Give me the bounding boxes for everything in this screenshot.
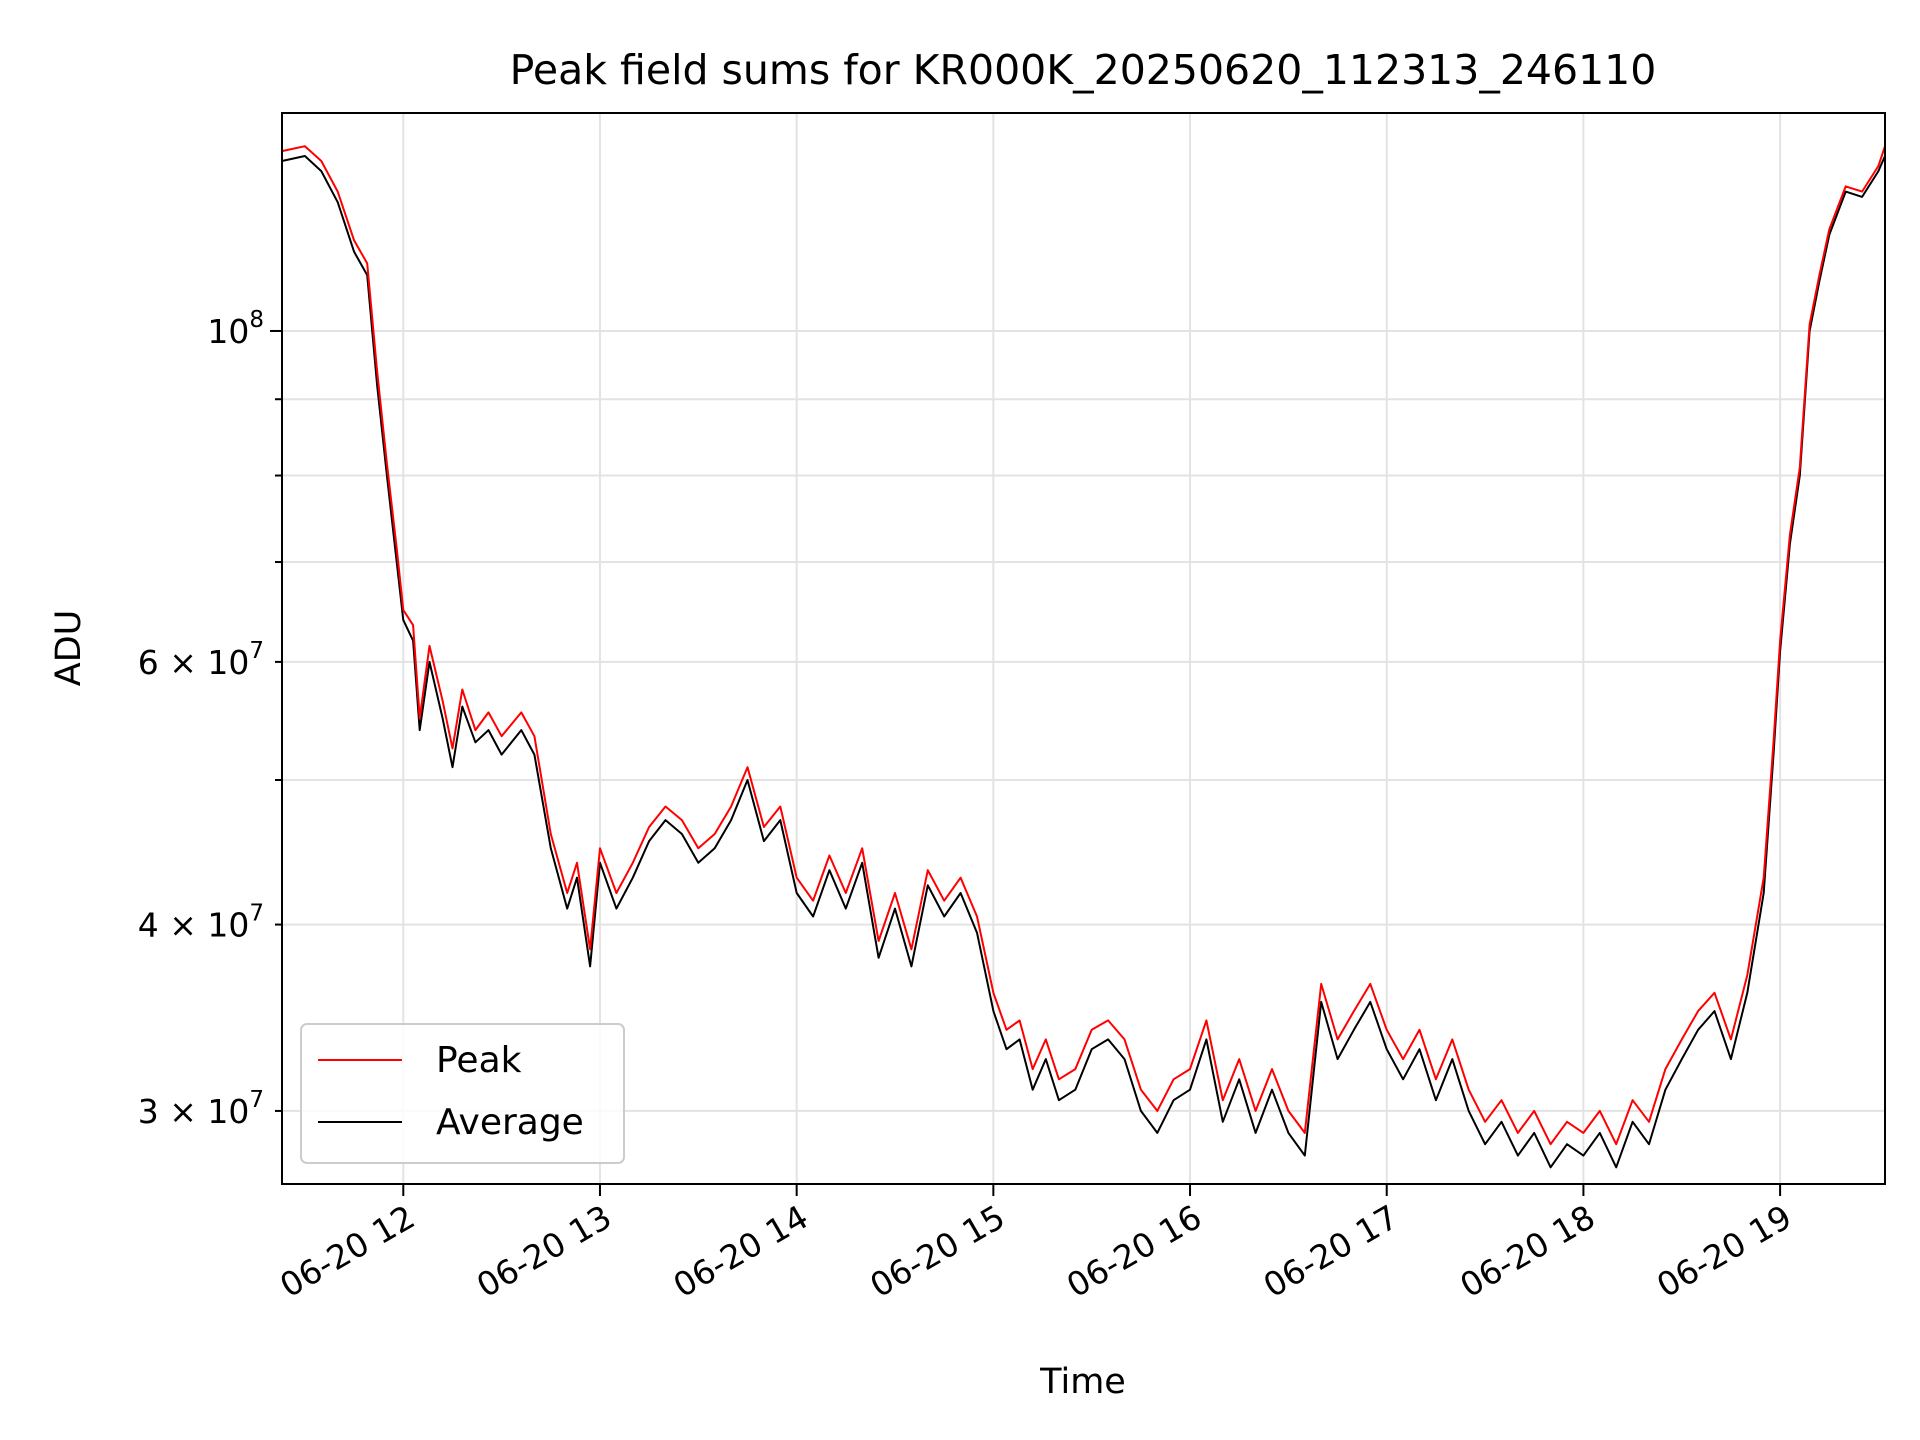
legend-box [300, 1023, 625, 1164]
chart-title: Peak field sums for KR000K_20250620_1123… [510, 46, 1657, 94]
series-line-peak [281, 145, 1886, 1146]
y-tick-label: 4 × 107 [138, 901, 264, 945]
series-lines [281, 145, 1886, 1169]
y-tick-label: 3 × 107 [138, 1087, 264, 1131]
y-tick-label: 6 × 107 [138, 638, 264, 682]
legend-label-peak: Peak [436, 1040, 522, 1081]
grid-lines [282, 113, 1885, 1184]
x-axis-label: Time [1039, 1362, 1126, 1402]
legend-label-average: Average [436, 1102, 584, 1143]
legend: Peak Average [300, 1023, 625, 1164]
y-axis-label: ADU [49, 610, 89, 687]
series-line-average [281, 155, 1886, 1169]
plot-frame [281, 112, 1886, 1185]
